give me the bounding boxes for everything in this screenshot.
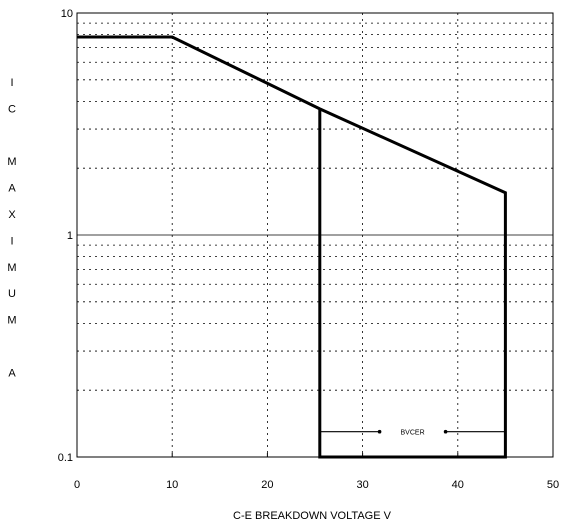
- y-axis-title-letter: M: [7, 262, 16, 274]
- y-axis-title-letter: C: [8, 103, 16, 115]
- x-tick-label: 10: [166, 479, 178, 491]
- y-axis-title-letter: A: [8, 367, 16, 379]
- y-axis-title-letter: M: [7, 315, 16, 327]
- bvcer-label: BVCER: [401, 430, 425, 437]
- x-tick-label: 50: [547, 479, 559, 491]
- x-axis-title: C-E BREAKDOWN VOLTAGE V: [233, 510, 392, 522]
- x-tick-label: 40: [452, 479, 464, 491]
- bvcer-arrow-left-head: [377, 429, 382, 434]
- y-axis-title-letter: U: [8, 288, 16, 300]
- x-tick-label: 0: [74, 479, 80, 491]
- ic-max-curve: [77, 35, 507, 459]
- y-tick-label: 10: [61, 8, 73, 20]
- y-axis-title-letter: X: [8, 209, 16, 221]
- x-tick-label: 30: [356, 479, 368, 491]
- bvcer-arrow-right-head: [443, 429, 448, 434]
- y-tick-label: 1: [67, 230, 73, 242]
- y-tick-label: 0.1: [58, 452, 73, 464]
- y-axis-title-letter: M: [7, 156, 16, 168]
- y-axis-title-letter: I: [10, 235, 13, 247]
- y-axis-title-letter: I: [10, 77, 13, 89]
- x-tick-label: 20: [261, 479, 273, 491]
- plot-frame: [76, 12, 554, 458]
- y-axis-title-letter: A: [8, 183, 16, 195]
